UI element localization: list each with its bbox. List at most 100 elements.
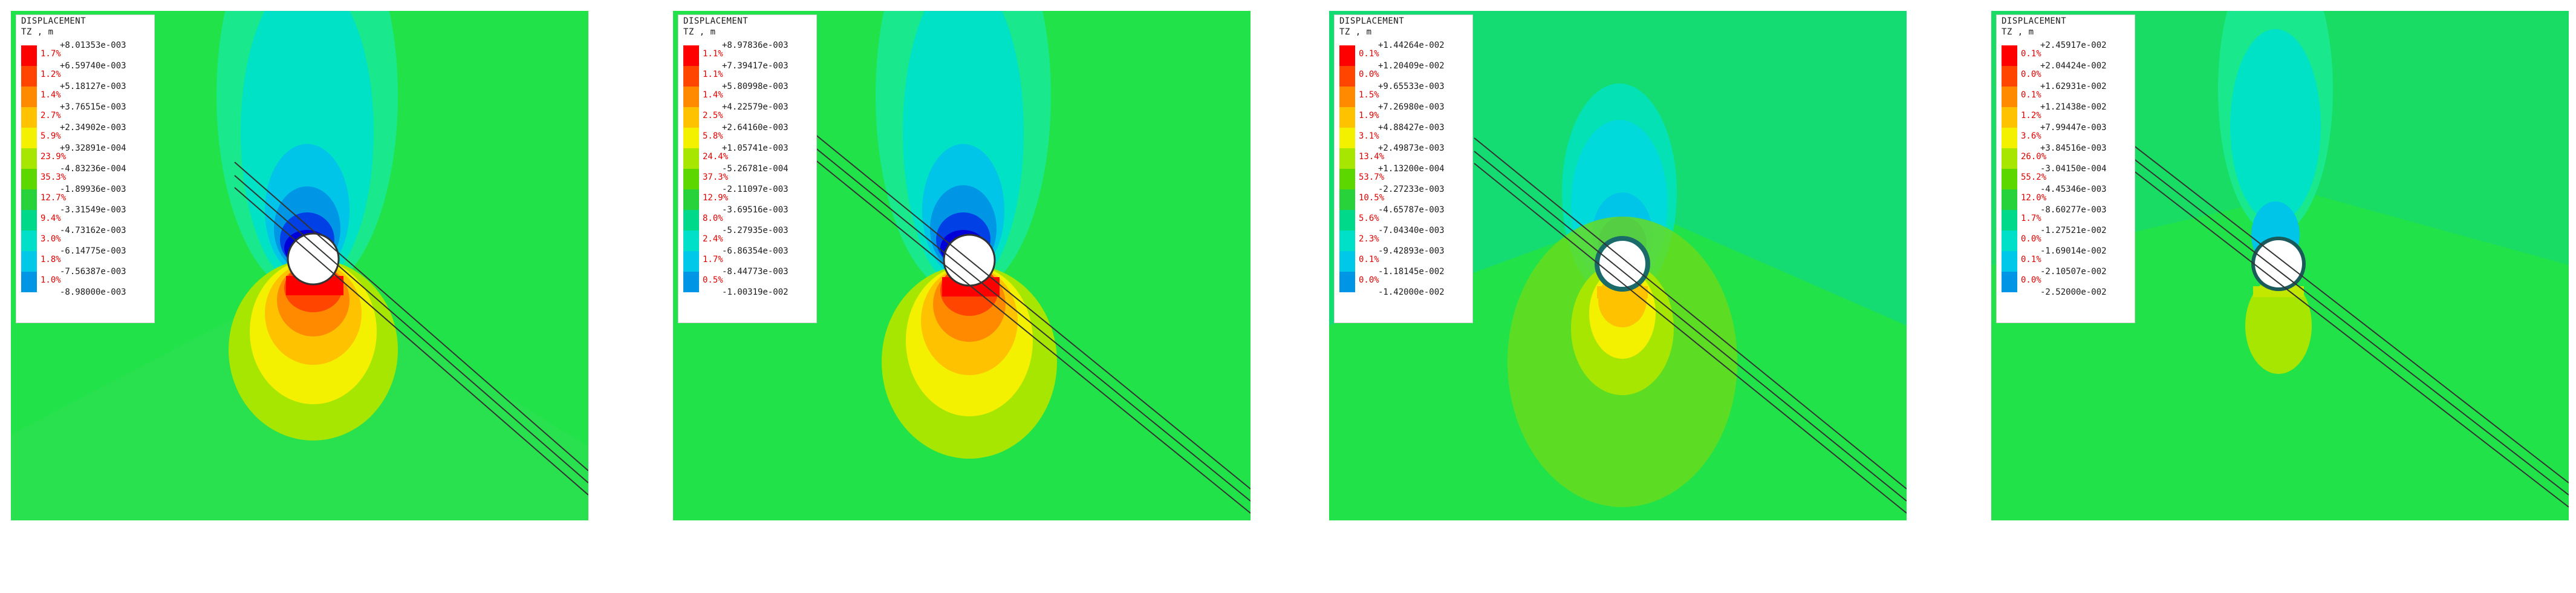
legend-swatch [2002, 148, 2017, 169]
color-legend: DISPLACEMENT TZ , m +8.01353e-003 +6.5974… [16, 15, 155, 323]
legend-row: 1.7% [21, 45, 151, 66]
legend-value: -8.44773e-003 [722, 267, 789, 277]
color-legend: DISPLACEMENT TZ , m +8.97836e-003 +7.3941… [678, 15, 817, 323]
legend-value: -4.83236e-004 [60, 164, 126, 174]
legend-value: -8.60277e-003 [2040, 205, 2107, 215]
legend-swatch [1339, 210, 1355, 231]
legend-row: 5.9% [21, 128, 151, 148]
legend-percent: 0.1% [1359, 49, 1379, 59]
legend-percent: 0.1% [2021, 49, 2041, 59]
legend-value: -1.00319e-002 [722, 287, 789, 297]
legend-value: -1.42000e-002 [1378, 287, 1445, 297]
legend-row: 26.0% [2002, 148, 2131, 169]
legend-percent: 2.7% [41, 111, 61, 120]
legend-swatch [21, 66, 37, 87]
legend-value: +5.80998e-003 [722, 82, 789, 91]
legend-value: +3.84516e-003 [2040, 143, 2107, 153]
legend-row: 0.0% [2002, 272, 2131, 292]
legend-value: -4.73162e-003 [60, 226, 126, 235]
legend-row: 0.0% [2002, 231, 2131, 251]
legend-percent: 0.0% [2021, 70, 2041, 79]
legend-percent: 55.2% [2021, 172, 2047, 182]
legend-row: 1.5% [1339, 87, 1469, 107]
legend-value: -4.45346e-003 [2040, 185, 2107, 194]
legend-swatch [21, 272, 37, 292]
legend-value: -2.27233e-003 [1378, 185, 1445, 194]
legend-value: +8.97836e-003 [722, 41, 789, 50]
legend-row: 0.0% [1339, 66, 1469, 87]
legend-value: -6.14775e-003 [60, 246, 126, 256]
legend-value: +2.34902e-003 [60, 123, 126, 133]
legend-row: 13.4% [1339, 148, 1469, 169]
legend-swatch [683, 128, 699, 148]
contour-panel-a: DISPLACEMENT TZ , m +8.01353e-003 +6.5974… [11, 11, 588, 520]
legend-swatch [683, 189, 699, 210]
legend-row: 3.6% [2002, 128, 2131, 148]
legend-swatch [21, 251, 37, 272]
legend-row: 53.7% [1339, 169, 1469, 189]
legend-row: 0.1% [1339, 45, 1469, 66]
legend-swatch [2002, 189, 2017, 210]
legend-value: +3.76515e-003 [60, 102, 126, 112]
color-legend: DISPLACEMENT TZ , m +1.44264e-002 +1.2040… [1334, 15, 1473, 323]
legend-value: -7.04340e-003 [1378, 226, 1445, 235]
legend-row: 0.0% [1339, 272, 1469, 292]
legend-swatch [683, 87, 699, 107]
legend-row: 2.4% [683, 231, 813, 251]
legend-swatch [683, 148, 699, 169]
legend-value: +2.64160e-003 [722, 123, 789, 133]
legend-swatch [1339, 231, 1355, 251]
legend-value: -6.86354e-003 [722, 246, 789, 256]
displacement-contour-plot [1329, 11, 1907, 520]
legend-percent: 5.9% [41, 131, 61, 141]
legend-row: 1.1% [683, 45, 813, 66]
legend-value: +4.22579e-003 [722, 102, 789, 112]
legend-swatch [21, 189, 37, 210]
legend-percent: 2.5% [703, 111, 723, 120]
legend-percent: 0.0% [2021, 275, 2041, 285]
legend-percent: 2.3% [1359, 234, 1379, 244]
legend-subtitle: TZ , m [683, 27, 716, 37]
legend-title: DISPLACEMENT [1339, 16, 1405, 26]
legend-percent: 12.7% [41, 193, 67, 203]
legend-value: -3.69516e-003 [722, 205, 789, 215]
legend-percent: 13.4% [1359, 152, 1385, 162]
legend-row: 12.0% [2002, 189, 2131, 210]
legend-percent: 1.8% [41, 255, 61, 264]
legend-swatch [683, 210, 699, 231]
legend-percent: 3.0% [41, 234, 61, 244]
legend-swatch [1339, 189, 1355, 210]
legend-value: +1.13200e-004 [1378, 164, 1445, 174]
legend-title: DISPLACEMENT [21, 16, 86, 26]
legend-value: +6.59740e-003 [60, 61, 126, 71]
legend-percent: 1.4% [703, 90, 723, 100]
legend-row: 10.5% [1339, 189, 1469, 210]
legend-percent: 1.1% [703, 49, 723, 59]
legend-percent: 1.1% [703, 70, 723, 79]
legend-value: -1.89936e-003 [60, 185, 126, 194]
legend-value: -1.18145e-002 [1378, 267, 1445, 277]
legend-swatch [683, 107, 699, 128]
legend-row: 35.3% [21, 169, 151, 189]
contour-panel-d: DISPLACEMENT TZ , m +2.45917e-002 +2.0442… [1991, 11, 2569, 520]
legend-row: 1.9% [1339, 107, 1469, 128]
legend-value: -1.69014e-002 [2040, 246, 2107, 256]
legend-percent: 1.4% [41, 90, 61, 100]
legend-value: +5.18127e-003 [60, 82, 126, 91]
legend-percent: 0.1% [2021, 90, 2041, 100]
legend-value: -4.65787e-003 [1378, 205, 1445, 215]
legend-subtitle: TZ , m [21, 27, 54, 37]
legend-swatch [683, 169, 699, 189]
legend-row: 2.5% [683, 107, 813, 128]
legend-swatch [2002, 231, 2017, 251]
legend-value: +9.32891e-004 [60, 143, 126, 153]
legend-row: 1.1% [683, 66, 813, 87]
legend-percent: 0.0% [1359, 70, 1379, 79]
legend-percent: 0.1% [1359, 255, 1379, 264]
legend-percent: 3.6% [2021, 131, 2041, 141]
legend-value: +7.99447e-003 [2040, 123, 2107, 133]
legend-swatch [2002, 87, 2017, 107]
legend-percent: 35.3% [41, 172, 67, 182]
legend-swatch [2002, 45, 2017, 66]
legend-percent: 24.4% [703, 152, 729, 162]
